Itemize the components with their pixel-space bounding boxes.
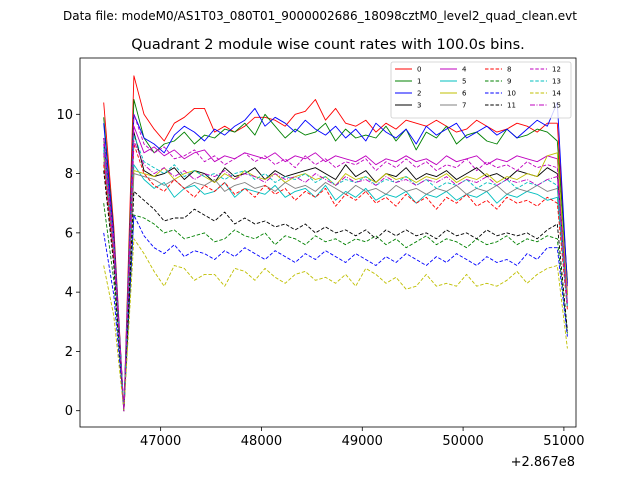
series-layer	[103, 75, 568, 412]
legend-label-3: 3	[417, 102, 421, 110]
x-tick-label: 51000	[543, 434, 584, 449]
y-tick-label: 4	[65, 286, 73, 301]
x-tick-label: 49000	[342, 434, 383, 449]
y-tick-label: 8	[65, 167, 73, 182]
legend-label-10: 10	[507, 90, 516, 98]
legend-label-5: 5	[462, 78, 466, 86]
x-tick-label: 48000	[241, 434, 282, 449]
legend-label-13: 13	[552, 78, 561, 86]
series-line-14	[103, 238, 568, 412]
legend-label-7: 7	[462, 102, 466, 110]
legend-label-11: 11	[507, 102, 516, 110]
series-line-9	[103, 203, 568, 412]
legend-label-8: 8	[507, 66, 511, 74]
series-line-8	[103, 143, 568, 412]
series-line-2	[103, 102, 568, 412]
series-line-12	[103, 113, 568, 412]
legend-label-9: 9	[507, 78, 511, 86]
series-line-0	[103, 75, 568, 412]
legend-box	[390, 61, 572, 119]
series-line-1	[103, 99, 568, 412]
legend-label-12: 12	[552, 66, 561, 74]
legend-label-0: 0	[417, 66, 421, 74]
legend-label-15: 15	[552, 102, 561, 110]
series-line-15	[103, 140, 568, 412]
y-tick-label: 10	[56, 108, 73, 123]
x-tick-label: 47000	[140, 434, 181, 449]
legend-label-4: 4	[462, 66, 467, 74]
x-tick-label: 50000	[442, 434, 483, 449]
series-line-4	[103, 125, 568, 412]
axis-ticks: 47000 48000 49000 50000 51000 0 2 4 6 8 10	[56, 108, 584, 449]
series-line-10	[103, 214, 568, 412]
chart-suptitle: Data file: modeM0/AS1T03_080T01_90000026…	[63, 9, 577, 23]
legend-label-1: 1	[417, 78, 421, 86]
legend-label-14: 14	[552, 90, 561, 98]
legend-label-6: 6	[462, 90, 467, 98]
x-offset-label: +2.867e8	[511, 455, 575, 470]
plot-frame	[79, 57, 577, 428]
y-tick-label: 6	[65, 226, 73, 241]
chart-title: Quadrant 2 module wise count rates with …	[131, 37, 525, 53]
y-tick-label: 0	[65, 404, 73, 419]
y-tick-label: 2	[65, 345, 73, 360]
legend-label-2: 2	[417, 90, 421, 98]
series-line-11	[103, 170, 568, 412]
series-line-5	[103, 149, 568, 412]
